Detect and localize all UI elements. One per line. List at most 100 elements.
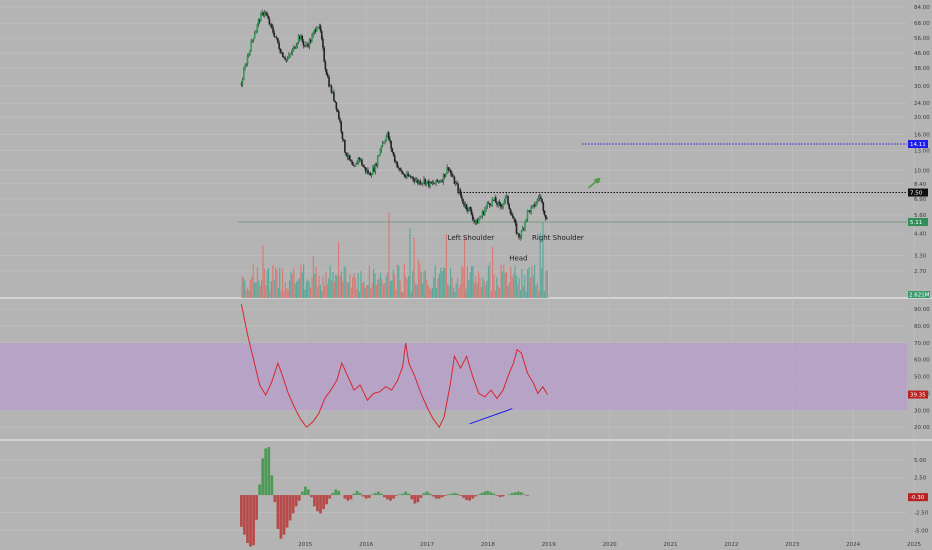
volume-bar (246, 287, 249, 298)
candle-body (477, 219, 480, 224)
macd-bar (465, 495, 468, 500)
volume-bar (251, 276, 253, 298)
candle-body (413, 179, 416, 182)
candle-body (244, 65, 246, 70)
candle-body (499, 203, 502, 207)
price-tick-label: 3.30 (914, 254, 927, 260)
candle-body (456, 182, 458, 184)
candle-body (418, 180, 420, 184)
rsi-badge-label: 39.35 (910, 393, 926, 399)
volume-bar (344, 267, 347, 298)
volume-bar (372, 269, 375, 298)
volume-bar (319, 284, 321, 298)
volume-bar (542, 221, 544, 298)
macd-bar (471, 495, 475, 499)
volume-bar (328, 278, 330, 298)
volume-bar (266, 270, 268, 298)
candle-body (381, 143, 384, 147)
volume-bar (400, 291, 403, 298)
macd-bar (477, 494, 481, 496)
macd-bar (361, 495, 365, 497)
volume-bar (354, 278, 356, 298)
candle-body (269, 23, 272, 25)
volume-bar (323, 285, 326, 298)
macd-bar (453, 492, 456, 496)
volume-bar (388, 212, 390, 298)
candle-body (358, 157, 361, 160)
macd-bar (510, 492, 514, 496)
candle-body (515, 223, 518, 234)
volume-bar (475, 276, 477, 298)
candle-body (470, 209, 473, 215)
candle-body (330, 85, 333, 93)
volume-bar (351, 277, 354, 298)
price-tick-label: 6.90 (914, 197, 927, 203)
candle-body (542, 202, 545, 211)
candle-body (526, 210, 529, 219)
candle-body (454, 182, 457, 185)
candle-body (523, 228, 525, 230)
candle-body (271, 23, 273, 28)
volume-bar (412, 270, 414, 298)
rsi-tick-label: 90.00 (914, 307, 930, 313)
candle-body (460, 195, 463, 199)
candle-body (264, 12, 267, 14)
candle-body (347, 155, 350, 158)
candle-body (386, 132, 389, 137)
candle-body (255, 30, 257, 34)
volume-bar (524, 274, 526, 298)
volume-bar (427, 284, 429, 298)
candle-body (414, 180, 417, 182)
candle-body (447, 167, 450, 170)
macd-bar (249, 495, 252, 547)
macd-bar (434, 495, 438, 499)
candle-body (538, 196, 541, 198)
candle-body (408, 176, 411, 177)
volume-bar (371, 282, 373, 298)
candle-body (409, 176, 412, 178)
candle-body (487, 202, 490, 204)
volume-bar (349, 274, 351, 298)
candle-body (453, 176, 456, 185)
candle-body (429, 181, 431, 187)
candle-body (324, 61, 327, 70)
volume-bar (526, 269, 529, 298)
volume-bar (434, 265, 436, 298)
candle-body (401, 170, 403, 174)
macd-bar (440, 495, 444, 498)
volume-bar (528, 267, 530, 298)
candle-body (440, 180, 442, 182)
candle-body (286, 58, 289, 60)
rsi-line (240, 304, 549, 429)
macd-bar (310, 495, 313, 498)
volume-bar (496, 276, 498, 298)
candle-body (527, 210, 530, 212)
candle-body (463, 203, 465, 207)
candle-body (474, 220, 476, 223)
volume-bar (286, 288, 288, 298)
candle-body (404, 176, 407, 178)
macd-bar (337, 490, 341, 496)
price-tick-label: 5.60 (914, 213, 927, 219)
macd-bar (523, 494, 526, 496)
macd-bar (443, 495, 447, 496)
volume-bar (469, 272, 471, 298)
macd-bar (526, 495, 529, 496)
volume-bar (543, 291, 545, 298)
volume-bar (493, 274, 495, 298)
volume-bar (337, 241, 340, 298)
candle-body (361, 159, 363, 166)
candle-body (465, 204, 468, 210)
volume-bar (476, 283, 478, 298)
candle-body (411, 176, 413, 178)
volume-bar (322, 276, 324, 298)
candle-body (268, 18, 271, 25)
volume-bar (498, 288, 501, 298)
volume-bar (290, 271, 292, 298)
candle-body (441, 180, 444, 183)
candle-body (546, 218, 548, 220)
candle-body (316, 28, 318, 32)
candle-body (290, 53, 293, 55)
volume-bar (304, 289, 306, 298)
volume-bar (445, 233, 447, 298)
